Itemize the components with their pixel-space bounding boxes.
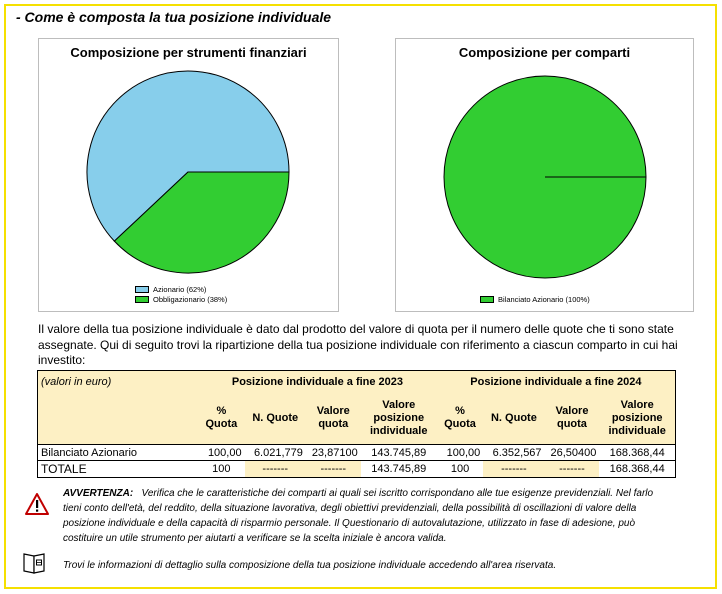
col-header-n-2024: N. Quote — [483, 392, 545, 445]
total-n-2024: ------- — [483, 460, 545, 478]
legend-item: Obbligazionario (38%) — [135, 294, 227, 304]
legend-instruments: Azionario (62%) Obbligazionario (38%) — [135, 284, 227, 304]
total-label: TOTALE — [37, 460, 199, 478]
cell-val-2024: 26,50400 — [550, 446, 597, 459]
pie-slice — [86, 70, 290, 242]
total-pos-2023: 143.745,89 — [371, 463, 427, 475]
legend-swatch — [135, 285, 149, 293]
group-header-2023: Posizione individuale a fine 2023 — [198, 370, 437, 393]
cell-pct-2023: 100,00 — [207, 446, 242, 459]
intro-text: Il valore della tua posizione individual… — [38, 322, 678, 367]
total-pos-2024: 168.368,44 — [599, 460, 677, 478]
row-name: Bilanciato Azionario — [37, 444, 199, 461]
chart-title-instruments: Composizione per strumenti finanziari — [70, 45, 307, 60]
chart-panel-compartments: Composizione per comparti Bilanciato Azi… — [395, 38, 694, 312]
group-header-2024: Posizione individuale a fine 2024 — [436, 370, 676, 393]
total-val-2024: ------- — [544, 460, 600, 478]
chart-panel-instruments: Composizione per strumenti finanziari Az… — [38, 38, 339, 312]
col-header-pos-2023: Valore posizione individuale — [360, 392, 437, 445]
legend-label: Bilanciato Azionario (100%) — [498, 294, 590, 304]
section-title: - Come è composta la tua posizione indiv… — [16, 9, 332, 25]
col-header-pct-2023: % Quota — [198, 392, 245, 445]
legend-compartments: Bilanciato Azionario (100%) — [480, 294, 590, 304]
legend-label: Obbligazionario (38%) — [153, 294, 228, 304]
col-header-val-2023: Valore quota — [305, 392, 361, 445]
legend-item: Bilanciato Azionario (100%) — [480, 294, 590, 304]
total-n-2023: ------- — [244, 460, 306, 478]
legend-label: Azionario (62%) — [153, 284, 207, 294]
warning-body: Verifica che le caratteristiche dei comp… — [63, 488, 654, 544]
table-row: Bilanciato Azionario 100,00 6.021,779 23… — [37, 444, 677, 461]
col-header-pct-2024: % Quota — [436, 392, 484, 445]
chart-title-compartments: Composizione per comparti — [458, 45, 631, 60]
col-header-n-2023: N. Quote — [244, 392, 306, 445]
col-header-val-2024: Valore quota — [544, 392, 600, 445]
cell-val-2023: 23,87100 — [311, 446, 358, 459]
cell-n-2023: 6.021,779 — [253, 446, 303, 459]
table-total-row: TOTALE 100 ------- ------- 143.745,89 10… — [37, 460, 677, 478]
total-pct-2023: 100 — [212, 463, 231, 475]
section-frame — [4, 4, 717, 589]
cell-pct-2024: 100,00 — [446, 446, 481, 459]
info-text: Trovi le informazioni di dettaglio sulla… — [63, 560, 557, 571]
cell-pos-2024: 168.368,44 — [599, 444, 677, 461]
cell-pos-2023: 143.745,89 — [371, 446, 427, 459]
warning-text: AVVERTENZA: Verifica che le caratteristi… — [63, 486, 663, 546]
unit-note: (valori in euro) — [37, 370, 199, 393]
book-icon — [23, 553, 45, 574]
total-pct-2024: 100 — [450, 463, 470, 475]
pie-slice — [113, 171, 290, 274]
pie-chart-instruments — [86, 70, 290, 274]
col-header-pos-2024: Valore posizione individuale — [599, 392, 677, 445]
legend-swatch — [480, 295, 494, 303]
positions-table: (valori in euro) Posizione individuale a… — [37, 370, 677, 478]
pie-chart-compartments — [443, 75, 647, 279]
legend-item: Azionario (62%) — [135, 284, 227, 294]
warning-triangle-icon — [25, 493, 49, 515]
total-val-2023: ------- — [305, 460, 361, 478]
warning-label: AVVERTENZA: — [63, 488, 134, 499]
header-spacer — [37, 392, 199, 445]
legend-swatch — [135, 295, 149, 303]
cell-n-2024: 6.352,567 — [492, 446, 542, 459]
